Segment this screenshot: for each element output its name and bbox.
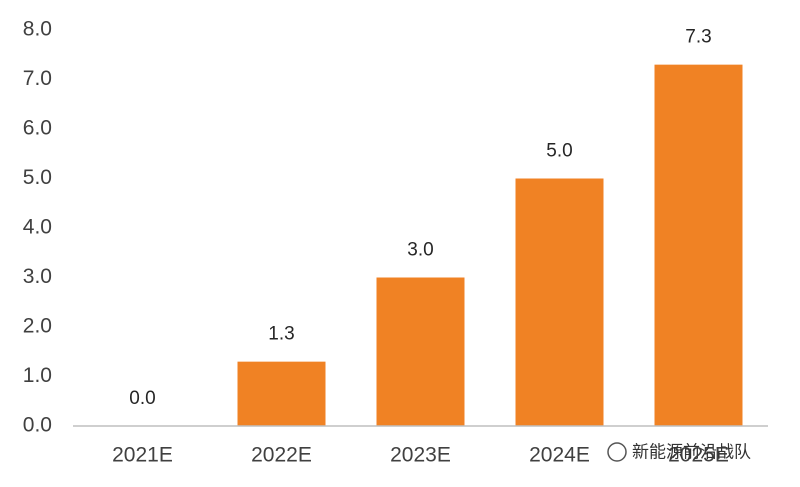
watermark-icon: [607, 442, 627, 462]
x-tick-label: 2024E: [529, 444, 590, 467]
bar: [376, 277, 465, 426]
watermark: 新能源前沿战队: [607, 442, 751, 462]
y-tick-label: 0.0: [23, 414, 52, 437]
bar: [654, 64, 743, 427]
y-tick-label: 1.0: [23, 364, 52, 387]
x-tick-label: 2023E: [390, 444, 451, 467]
bar: [237, 361, 326, 426]
y-tick-label: 7.0: [23, 67, 52, 90]
value-label: 0.0: [129, 388, 155, 409]
x-tick-label: 2025E: [668, 444, 729, 467]
bar: [515, 178, 604, 426]
x-tick-label: 2022E: [251, 444, 312, 467]
y-tick-label: 8.0: [23, 18, 52, 41]
y-tick-label: 4.0: [23, 216, 52, 239]
watermark-text: 新能源前沿战队: [632, 442, 751, 461]
y-tick-label: 5.0: [23, 166, 52, 189]
y-tick-label: 2.0: [23, 315, 52, 338]
value-label: 5.0: [546, 141, 572, 162]
value-label: 3.0: [407, 240, 433, 261]
value-label: 7.3: [685, 27, 711, 48]
y-tick-label: 6.0: [23, 117, 52, 140]
y-tick-label: 3.0: [23, 265, 52, 288]
value-label: 1.3: [268, 324, 294, 345]
x-tick-label: 2021E: [112, 444, 173, 467]
